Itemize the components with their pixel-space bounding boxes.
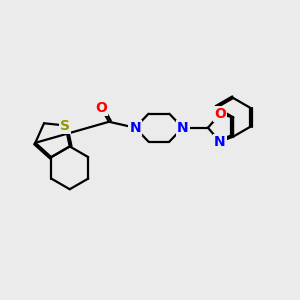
Text: O: O xyxy=(95,101,107,115)
Text: N: N xyxy=(214,135,226,149)
Text: S: S xyxy=(60,118,70,133)
Text: N: N xyxy=(177,121,188,135)
Text: N: N xyxy=(129,121,141,135)
Text: O: O xyxy=(214,107,226,121)
